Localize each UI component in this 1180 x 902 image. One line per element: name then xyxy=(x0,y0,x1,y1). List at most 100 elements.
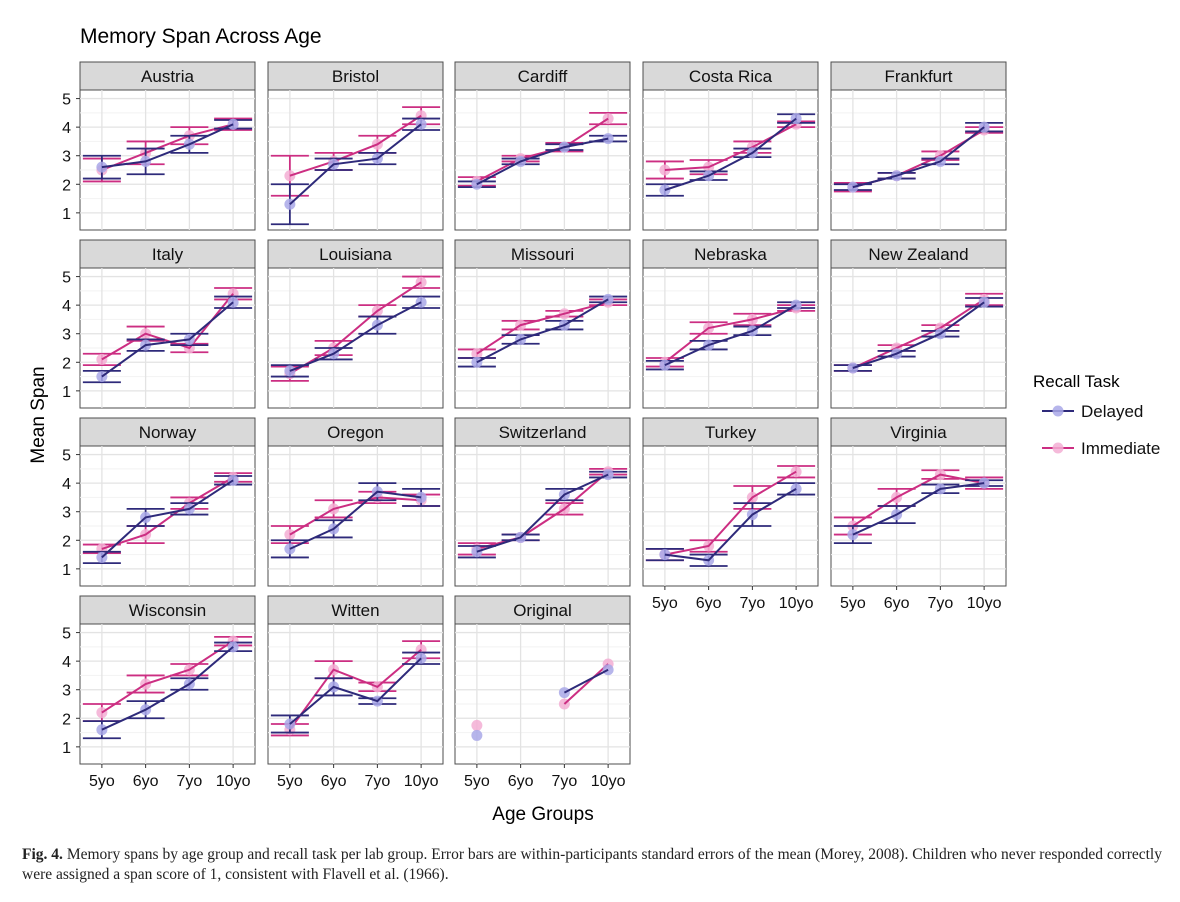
x-tick-label: 7yo xyxy=(739,595,765,612)
legend-label-delayed: Delayed xyxy=(1081,402,1143,421)
line-delayed xyxy=(476,473,609,553)
line-delayed xyxy=(289,657,422,725)
x-tick-label: 10yo xyxy=(591,773,626,790)
y-tick-label: 2 xyxy=(62,711,71,728)
chart-title: Memory Span Across Age xyxy=(80,25,322,48)
y-tick-label: 4 xyxy=(62,120,71,137)
x-tick-label: 5yo xyxy=(840,595,866,612)
panel-strip-oregon xyxy=(267,417,444,447)
figure-caption: Fig. 4. Memory spans by age group and re… xyxy=(22,845,1162,885)
y-tick-label: 3 xyxy=(62,683,71,700)
y-tick-label: 1 xyxy=(62,740,71,757)
line-immediate xyxy=(289,648,422,731)
point-delayed xyxy=(558,687,570,699)
point-delayed xyxy=(847,362,859,374)
point-delayed xyxy=(978,477,990,489)
panel-strip-norway xyxy=(79,417,256,447)
panel-missouri xyxy=(454,267,631,409)
point-delayed xyxy=(471,546,483,558)
panel-title-new-zealand: New Zealand xyxy=(868,245,968,264)
panel-title-missouri: Missouri xyxy=(511,245,574,264)
line-delayed xyxy=(852,126,985,189)
panel-frankfurt xyxy=(830,89,1007,231)
point-delayed xyxy=(96,161,108,173)
line-immediate xyxy=(289,114,422,177)
panel-title-virginia: Virginia xyxy=(890,423,947,442)
line-immediate xyxy=(289,496,422,536)
panel-title-bristol: Bristol xyxy=(332,67,379,86)
line-delayed xyxy=(289,301,422,372)
legend-title: Recall Task xyxy=(1033,372,1120,391)
legend-label-immediate: Immediate xyxy=(1081,439,1160,458)
y-tick-label: 1 xyxy=(62,206,71,223)
point-delayed xyxy=(471,178,483,190)
line-immediate xyxy=(289,281,422,375)
point-delayed xyxy=(471,356,483,368)
panel-title-norway: Norway xyxy=(139,423,197,442)
x-tick-label: 5yo xyxy=(464,773,490,790)
line-immediate xyxy=(476,470,609,550)
panel-strip-nebraska xyxy=(642,239,819,269)
panel-title-oregon: Oregon xyxy=(327,423,384,442)
legend-point-delayed xyxy=(1052,405,1064,417)
panel-strip-virginia xyxy=(830,417,1007,447)
panel-italy xyxy=(79,267,256,409)
line-delayed xyxy=(101,646,234,731)
y-tick-label: 3 xyxy=(62,505,71,522)
point-delayed xyxy=(847,529,859,541)
line-delayed xyxy=(476,137,609,186)
y-tick-label: 1 xyxy=(62,562,71,579)
x-tick-label: 7yo xyxy=(927,595,953,612)
line-immediate xyxy=(101,640,234,714)
point-delayed xyxy=(602,133,614,145)
line-delayed xyxy=(563,668,609,694)
panel-strip-costa-rica xyxy=(642,61,819,91)
point-delayed xyxy=(415,296,427,308)
line-immediate xyxy=(664,307,797,364)
point-delayed xyxy=(227,118,239,130)
line-immediate xyxy=(101,476,234,550)
point-delayed xyxy=(659,549,671,561)
panel-title-frankfurt: Frankfurt xyxy=(884,67,952,86)
x-tick-label: 5yo xyxy=(652,595,678,612)
y-tick-label: 5 xyxy=(62,626,71,643)
line-delayed xyxy=(101,479,234,559)
x-tick-label: 10yo xyxy=(967,595,1002,612)
panel-title-costa-rica: Costa Rica xyxy=(689,67,773,86)
point-delayed xyxy=(284,365,296,377)
x-tick-label: 10yo xyxy=(216,773,251,790)
y-tick-label: 4 xyxy=(62,654,71,671)
panel-norway xyxy=(79,445,256,587)
point-immediate xyxy=(790,466,802,478)
line-immediate xyxy=(563,663,609,705)
point-immediate xyxy=(471,719,483,731)
panel-title-nebraska: Nebraska xyxy=(694,245,767,264)
y-tick-label: 4 xyxy=(62,476,71,493)
y-tick-label: 5 xyxy=(62,270,71,287)
x-tick-label: 6yo xyxy=(508,773,534,790)
panel-title-louisiana: Louisiana xyxy=(319,245,392,264)
caption-text: Memory spans by age group and recall tas… xyxy=(22,846,1162,883)
point-delayed xyxy=(659,359,671,371)
panel-title-switzerland: Switzerland xyxy=(499,423,587,442)
point-immediate xyxy=(96,707,108,719)
y-tick-label: 5 xyxy=(62,448,71,465)
line-delayed xyxy=(852,482,985,536)
panel-oregon xyxy=(267,445,444,587)
x-tick-label: 5yo xyxy=(277,773,303,790)
panel-title-italy: Italy xyxy=(152,245,184,264)
x-tick-label: 5yo xyxy=(89,773,115,790)
panel-strip-italy xyxy=(79,239,256,269)
line-immediate xyxy=(664,470,797,556)
point-delayed xyxy=(96,724,108,736)
line-immediate xyxy=(852,298,985,369)
point-immediate xyxy=(602,113,614,125)
x-tick-label: 6yo xyxy=(321,773,347,790)
panel-title-austria: Austria xyxy=(141,67,194,86)
panel-title-wisconsin: Wisconsin xyxy=(129,601,206,620)
x-tick-label: 10yo xyxy=(779,595,814,612)
panel-virginia xyxy=(830,445,1007,587)
y-tick-label: 5 xyxy=(62,92,71,109)
x-tick-label: 6yo xyxy=(133,773,159,790)
point-delayed xyxy=(227,474,239,486)
